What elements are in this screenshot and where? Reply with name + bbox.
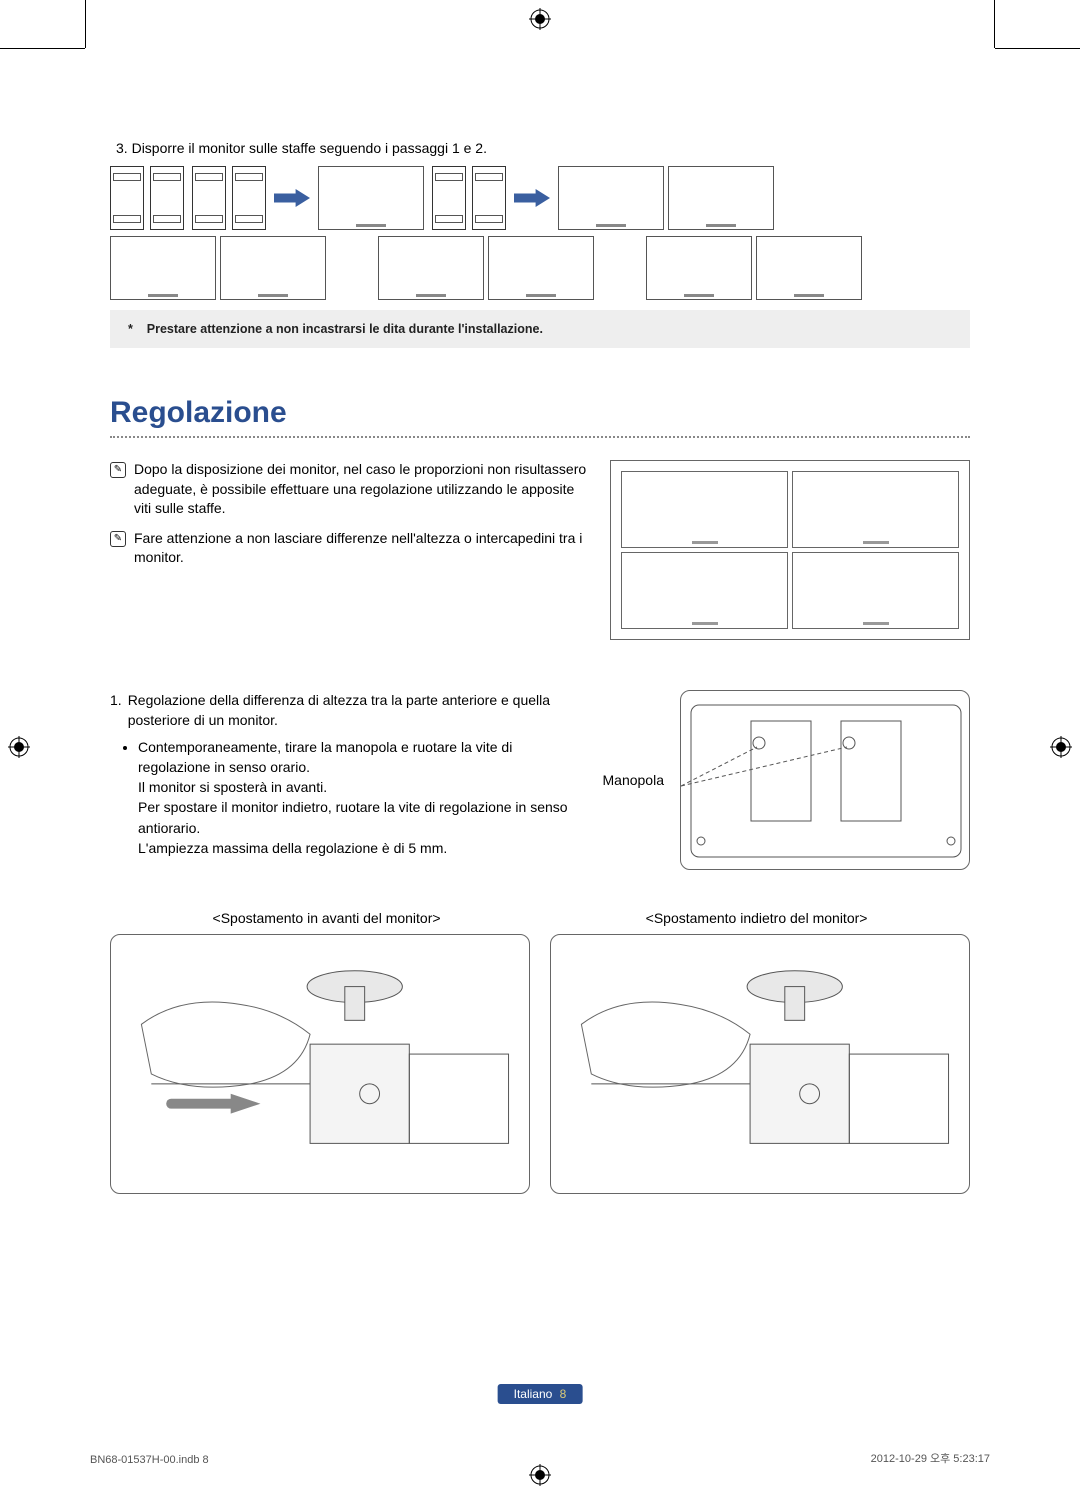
monitor-panel-icon [756, 236, 862, 300]
panel-pair [558, 166, 774, 230]
manopola-figure [680, 690, 970, 870]
bullet-text: Contemporaneamente, tirare la manopola e… [138, 739, 512, 775]
monitor-panel-icon [558, 166, 664, 230]
arrow-right-icon [274, 189, 310, 207]
page-content: 3. Disporre il monitor sulle staffe segu… [0, 0, 1080, 1494]
panel-pair [378, 236, 594, 300]
adjust-forward-figure [110, 934, 530, 1194]
step-1-number: 1. [110, 690, 122, 731]
footer-page-number: 8 [560, 1387, 567, 1401]
note-icon: ✎ [110, 531, 126, 547]
bracket-pair [432, 166, 506, 230]
diagram-row-1 [110, 166, 970, 230]
bracket-pair [110, 166, 184, 230]
step-3-text: 3. Disporre il monitor sulle staffe segu… [110, 140, 970, 156]
panel-pair [110, 236, 326, 300]
monitor-panel-icon [318, 166, 424, 230]
arrow-right-icon [514, 189, 550, 207]
manopola-label: Manopola [603, 772, 665, 788]
monitor-panel-icon [621, 552, 788, 629]
bullet-text: L'ampiezza massima della regolazione è d… [138, 840, 447, 856]
caption-backward: <Spostamento indietro del monitor> [646, 910, 868, 926]
warning-asterisk: * [128, 322, 133, 336]
monitor-panel-icon [792, 471, 959, 548]
bracket-icon [150, 166, 184, 230]
note-line: ✎ Fare attenzione a non lasciare differe… [110, 529, 590, 568]
step-1-text: 1. Regolazione della differenza di altez… [110, 690, 581, 860]
bracket-icon [110, 166, 144, 230]
step-3-number: 3. [116, 140, 128, 156]
note-line: ✎ Dopo la disposizione dei monitor, nel … [110, 460, 590, 519]
bullet-text: Per spostare il monitor indietro, ruotar… [138, 799, 568, 835]
adjust-backward-figure [550, 934, 970, 1194]
doc-footer-left: BN68-01537H-00.indb 8 [90, 1454, 209, 1466]
monitor-panel-icon [378, 236, 484, 300]
bracket-icon [192, 166, 226, 230]
monitor-panel-icon [110, 236, 216, 300]
warning-text: Prestare attenzione a non incastrarsi le… [147, 322, 543, 336]
monitor-panel-icon [621, 471, 788, 548]
monitor-panel-icon [646, 236, 752, 300]
dotted-divider [110, 436, 970, 438]
four-panel-figure [610, 460, 970, 640]
footer-lang: Italiano [514, 1387, 553, 1401]
bracket-pair [192, 166, 266, 230]
step-1-title: Regolazione della differenza di altezza … [128, 690, 581, 731]
page-footer: Italiano 8 [498, 1384, 583, 1404]
bracket-icon [472, 166, 506, 230]
diagram-row-2 [110, 236, 970, 300]
bracket-icon [232, 166, 266, 230]
step-1-bullets: Contemporaneamente, tirare la manopola e… [110, 737, 581, 859]
note-text: Fare attenzione a non lasciare differenz… [134, 529, 590, 568]
monitor-panel-icon [792, 552, 959, 629]
regolazione-notes-section: ✎ Dopo la disposizione dei monitor, nel … [110, 460, 970, 640]
monitor-panel-icon [488, 236, 594, 300]
step-3: 3. Disporre il monitor sulle staffe segu… [110, 140, 970, 348]
note-text: Dopo la disposizione dei monitor, nel ca… [134, 460, 590, 519]
bracket-icon [432, 166, 466, 230]
step-1-section: 1. Regolazione della differenza di altez… [110, 690, 970, 870]
adjustment-figures-row [110, 934, 970, 1194]
caption-row: <Spostamento in avanti del monitor> <Spo… [110, 910, 970, 926]
panel-pair [646, 236, 862, 300]
monitor-panel-icon [220, 236, 326, 300]
bullet-text: Il monitor si sposterà in avanti. [138, 779, 327, 795]
caption-forward: <Spostamento in avanti del monitor> [213, 910, 441, 926]
note-icon: ✎ [110, 462, 126, 478]
section-title: Regolazione [110, 396, 970, 430]
step-3-body: Disporre il monitor sulle staffe seguend… [132, 140, 487, 156]
doc-footer-right: 2012-10-29 오후 5:23:17 [871, 1450, 990, 1466]
warning-box: * Prestare attenzione a non incastrarsi … [110, 310, 970, 348]
notes-column: ✎ Dopo la disposizione dei monitor, nel … [110, 460, 590, 640]
monitor-panel-icon [668, 166, 774, 230]
